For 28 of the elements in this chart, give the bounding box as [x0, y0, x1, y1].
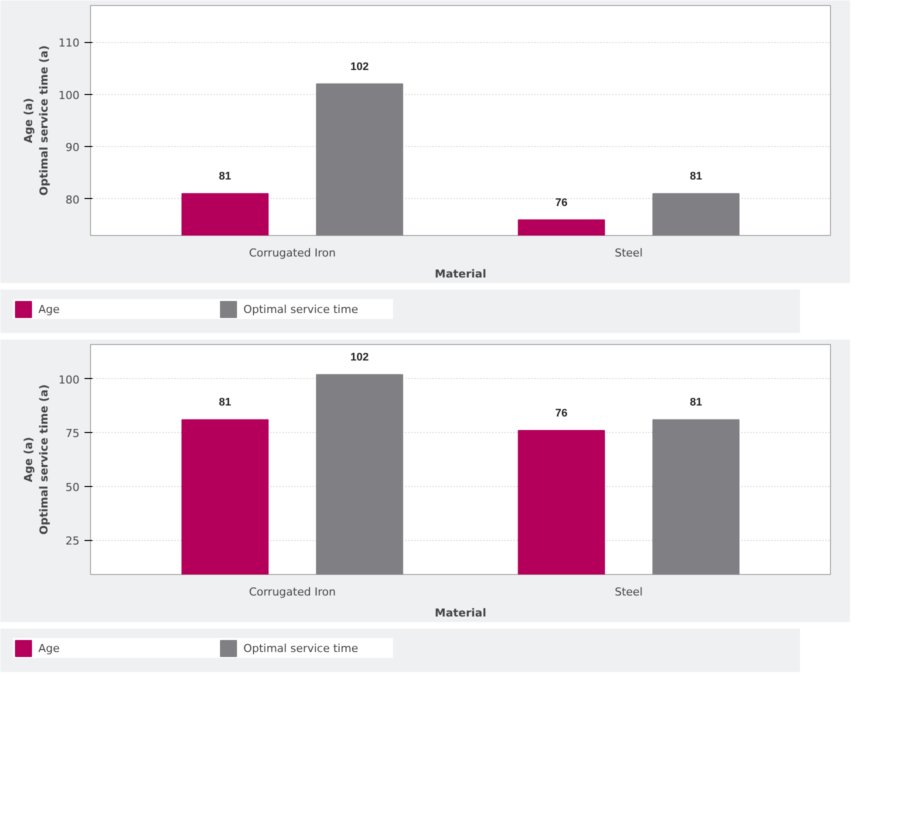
- x-axis-title: Material: [434, 268, 486, 280]
- x-tick-label: Corrugated Iron: [248, 586, 336, 598]
- y-tick-label: 75: [66, 427, 80, 440]
- y-tick-label: 110: [58, 36, 80, 50]
- data-label: 81: [218, 396, 232, 409]
- y-tick-label: 100: [58, 88, 80, 102]
- x-tick-label: Corrugated Iron: [248, 246, 336, 260]
- y-axis-title: Age (a) Optimal service time (a): [22, 45, 51, 196]
- legend-label: Optimal service time: [243, 642, 360, 654]
- data-label: 76: [555, 196, 568, 209]
- x-tick-label: Steel: [614, 246, 643, 260]
- y-axis-title: Age (a) Optimal service time (a): [22, 384, 51, 535]
- y-tick-label: 80: [66, 193, 80, 206]
- data-label: 81: [690, 396, 702, 409]
- data-label: 102: [350, 60, 369, 73]
- y-tick-label: 50: [66, 480, 80, 494]
- legend-label: Age: [38, 302, 61, 316]
- legend-label: Age: [38, 642, 61, 654]
- legend-label: Optimal service time: [243, 302, 360, 316]
- data-label: 76: [555, 407, 568, 420]
- y-tick-label: 90: [66, 141, 80, 154]
- y-tick-label: 100: [58, 373, 80, 386]
- y-tick-label: 25: [66, 534, 80, 548]
- x-axis-title: Material: [434, 606, 486, 620]
- data-label: 81: [218, 170, 232, 183]
- data-label: 102: [350, 352, 369, 364]
- data-label: 81: [690, 170, 702, 183]
- x-tick-label: Steel: [614, 586, 643, 598]
